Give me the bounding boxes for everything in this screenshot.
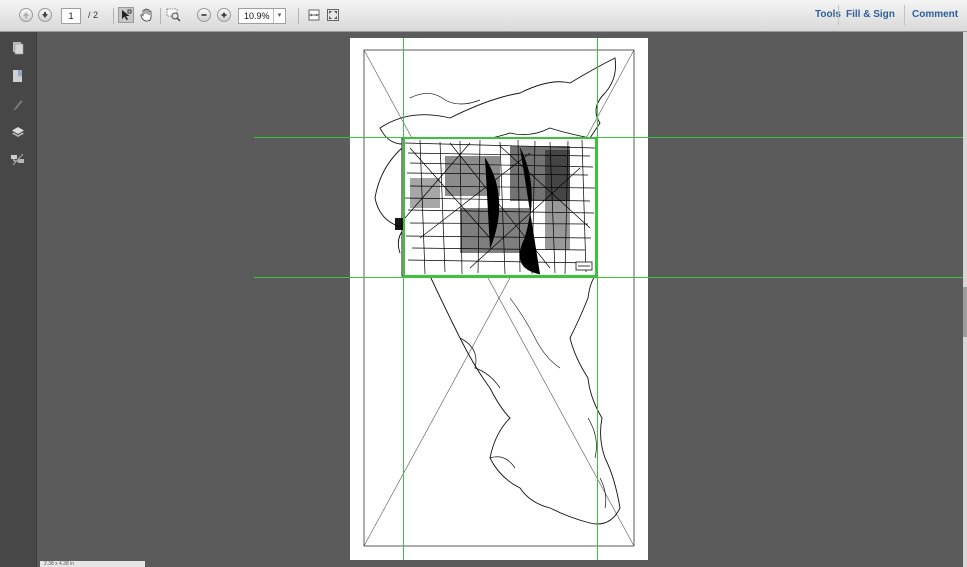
chevron-down-icon: ▾ <box>273 9 285 23</box>
toolbar-divider <box>113 8 114 24</box>
bookmarks-icon <box>13 70 22 82</box>
navigation-pane <box>0 32 37 567</box>
select-arrow-icon <box>122 9 132 20</box>
bookmarks-button[interactable] <box>10 68 26 84</box>
signatures-button[interactable] <box>10 96 26 112</box>
signatures-icon <box>13 100 23 110</box>
arrow-up-icon <box>19 8 33 22</box>
full-screen-button[interactable] <box>325 7 341 23</box>
zoom-level-value: 10.9% <box>244 11 270 21</box>
hand-tool-button[interactable] <box>138 7 154 23</box>
page-total: / 2 <box>88 10 99 20</box>
pane-divider <box>838 5 839 25</box>
hand-icon <box>140 8 152 22</box>
model-tree-button[interactable] <box>10 152 26 168</box>
vertical-guide[interactable] <box>403 38 404 560</box>
previous-page-button[interactable] <box>18 7 34 23</box>
horizontal-guide[interactable] <box>254 277 967 278</box>
layers-button[interactable] <box>10 124 26 140</box>
minus-icon <box>197 8 211 22</box>
toolbar-divider <box>298 8 299 24</box>
vertical-scrollbar[interactable] <box>963 32 967 567</box>
horizontal-guide[interactable] <box>254 137 967 138</box>
page-number-input[interactable] <box>61 8 81 24</box>
scrollbar-thumb[interactable] <box>963 287 967 337</box>
arrow-down-icon <box>38 8 52 22</box>
zoom-in-button[interactable] <box>216 7 232 23</box>
select-tool-button[interactable] <box>118 7 134 23</box>
page-thumbnails-button[interactable] <box>10 40 26 56</box>
comment-pane-button[interactable]: Comment <box>912 9 959 20</box>
selection-box[interactable] <box>403 137 597 277</box>
map-drawing <box>363 49 635 547</box>
tools-pane-button[interactable]: Tools <box>815 9 841 20</box>
fit-width-icon <box>308 9 320 21</box>
page-size-status: 2.38 x 4.38 in <box>40 561 145 567</box>
toolbar-divider <box>160 8 161 24</box>
zoom-level-select[interactable]: 10.9% ▾ <box>238 8 286 24</box>
page-thumbnails-icon <box>13 42 24 55</box>
layers-icon <box>12 127 24 137</box>
marquee-zoom-button[interactable] <box>166 7 182 23</box>
plus-icon <box>217 8 231 22</box>
vertical-guide[interactable] <box>597 38 598 560</box>
fit-width-button[interactable] <box>306 7 322 23</box>
model-tree-icon <box>11 153 24 166</box>
zoom-out-button[interactable] <box>196 7 212 23</box>
document-page[interactable] <box>350 38 648 560</box>
marquee-zoom-icon <box>166 8 181 22</box>
full-screen-icon <box>327 9 339 21</box>
toolbar: / 2 10.9% ▾ <box>0 0 967 32</box>
fill-sign-pane-button[interactable]: Fill & Sign <box>846 9 895 20</box>
pane-divider <box>904 5 905 25</box>
next-page-button[interactable] <box>37 7 53 23</box>
